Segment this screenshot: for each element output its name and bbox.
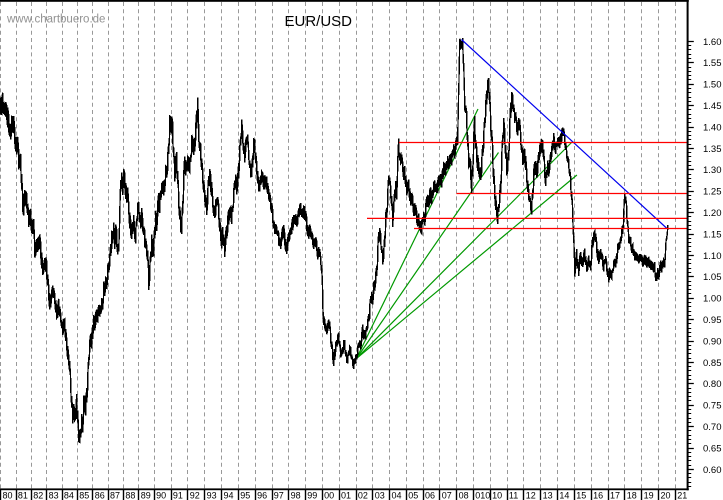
svg-text:81: 81 [18, 491, 28, 500]
svg-text:02: 02 [358, 491, 368, 500]
svg-text:99: 99 [307, 491, 317, 500]
svg-text:0.80: 0.80 [703, 379, 722, 390]
svg-text:06: 06 [425, 491, 435, 500]
svg-text:0.85: 0.85 [703, 358, 722, 369]
svg-text:89: 89 [141, 491, 151, 500]
svg-text:94: 94 [224, 491, 234, 500]
svg-text:21: 21 [677, 491, 687, 500]
svg-text:0.75: 0.75 [703, 401, 722, 412]
svg-text:18: 18 [627, 491, 637, 500]
svg-text:04: 04 [392, 491, 402, 500]
svg-text:08: 08 [459, 491, 469, 500]
svg-text:20: 20 [661, 491, 671, 500]
svg-text:92: 92 [190, 491, 200, 500]
svg-text:www.chartbuero.de: www.chartbuero.de [6, 13, 105, 25]
svg-text:00: 00 [324, 491, 334, 500]
svg-text:1.20: 1.20 [703, 208, 722, 219]
svg-text:05: 05 [408, 491, 418, 500]
svg-text:1.15: 1.15 [703, 229, 722, 240]
svg-text:1.50: 1.50 [703, 80, 722, 91]
svg-text:19: 19 [644, 491, 654, 500]
svg-text:1.60: 1.60 [703, 37, 722, 48]
svg-text:93: 93 [207, 491, 217, 500]
svg-text:83: 83 [49, 491, 59, 500]
svg-text:10: 10 [492, 491, 502, 500]
svg-text:1.10: 1.10 [703, 251, 722, 262]
svg-text:12: 12 [526, 491, 536, 500]
svg-text:1.25: 1.25 [703, 187, 722, 198]
svg-text:010: 010 [475, 491, 490, 500]
svg-text:0.90: 0.90 [703, 336, 722, 347]
svg-text:0.60: 0.60 [703, 465, 722, 476]
svg-text:98: 98 [291, 491, 301, 500]
svg-text:1.55: 1.55 [703, 58, 722, 69]
svg-text:80: 80 [3, 491, 13, 500]
svg-text:07: 07 [442, 491, 452, 500]
svg-text:90: 90 [156, 491, 166, 500]
svg-text:1.05: 1.05 [703, 272, 722, 283]
svg-text:88: 88 [125, 491, 135, 500]
svg-text:0.65: 0.65 [703, 443, 722, 454]
svg-text:0.70: 0.70 [703, 422, 722, 433]
svg-text:82: 82 [33, 491, 43, 500]
svg-text:16: 16 [593, 491, 603, 500]
svg-text:1.35: 1.35 [703, 144, 722, 155]
svg-text:14: 14 [559, 491, 569, 500]
svg-text:87: 87 [110, 491, 120, 500]
svg-text:96: 96 [257, 491, 267, 500]
svg-text:97: 97 [274, 491, 284, 500]
svg-text:03: 03 [375, 491, 385, 500]
svg-text:1.40: 1.40 [703, 122, 722, 133]
svg-text:1.30: 1.30 [703, 165, 722, 176]
svg-text:11: 11 [509, 491, 518, 500]
svg-text:EUR/USD: EUR/USD [285, 13, 353, 30]
svg-text:85: 85 [79, 491, 89, 500]
svg-text:84: 84 [64, 491, 74, 500]
svg-text:15: 15 [576, 491, 586, 500]
svg-text:91: 91 [173, 491, 183, 500]
svg-text:17: 17 [610, 491, 620, 500]
svg-text:0.95: 0.95 [703, 315, 722, 326]
svg-text:86: 86 [95, 491, 105, 500]
svg-text:01: 01 [341, 491, 351, 500]
svg-text:13: 13 [543, 491, 553, 500]
svg-text:1.45: 1.45 [703, 101, 722, 112]
svg-text:95: 95 [240, 491, 250, 500]
svg-text:1.00: 1.00 [703, 294, 722, 305]
